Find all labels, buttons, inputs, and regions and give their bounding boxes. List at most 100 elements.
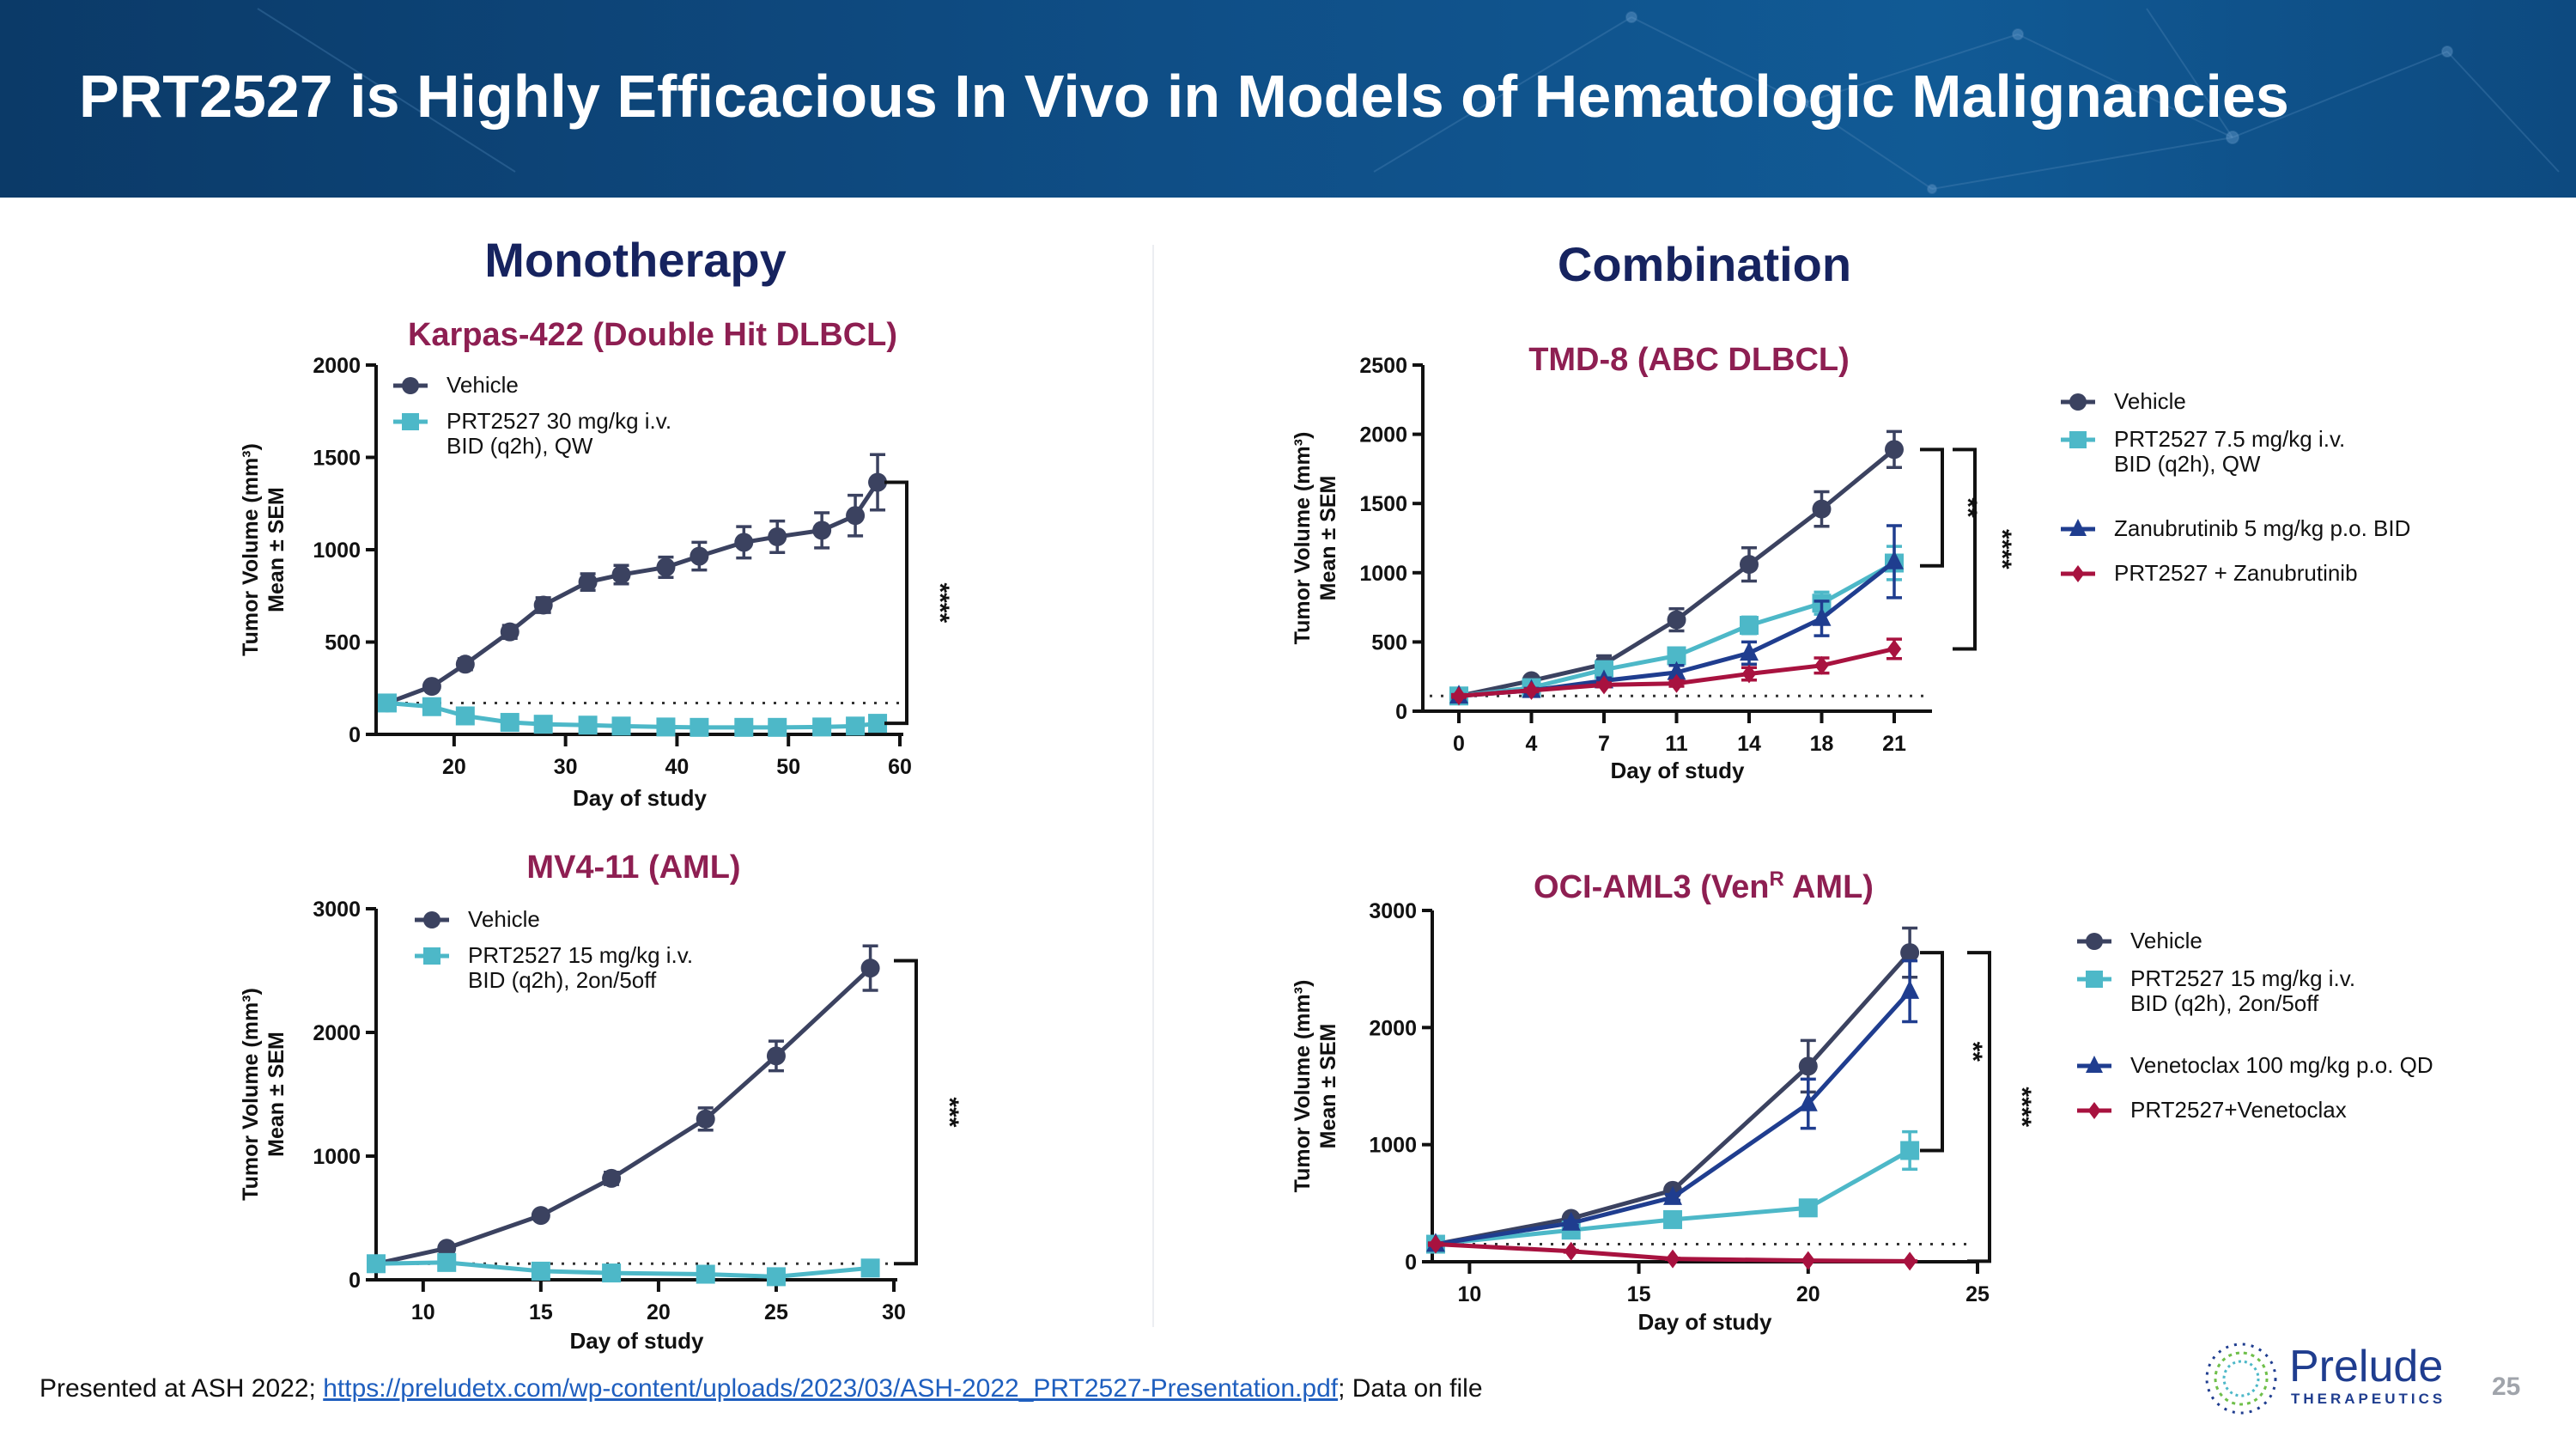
data-point <box>860 959 880 978</box>
data-point <box>1798 1056 1818 1076</box>
data-point <box>1885 440 1904 460</box>
legend-item: Zanubrutinib 5 mg/kg p.o. BID <box>2061 515 2410 541</box>
chart-title-end: AML) <box>1784 869 1874 905</box>
data-point <box>602 1263 622 1283</box>
data-point <box>1801 1251 1816 1270</box>
bracket-line <box>1920 951 1944 1153</box>
data-point <box>656 557 676 577</box>
section-heading-monotherapy: Monotherapy <box>484 233 787 287</box>
x-tick-label: 20 <box>1796 1282 1820 1306</box>
legend-item: Venetoclax 100 mg/kg p.o. QD <box>2077 1052 2433 1078</box>
significance-label: **** <box>1988 529 2016 569</box>
chart-3: OCI-AML3 (VenR AML) 0 1000 2000 3000 10 15 20 25… <box>1291 868 2433 1335</box>
legend-label: PRT2527+Venetoclax <box>2130 1097 2347 1123</box>
header-banner: PRT2527 is Highly Efficacious In Vivo in… <box>0 0 2576 198</box>
logo-name: Prelude <box>2289 1342 2444 1391</box>
legend-label: Vehicle <box>447 372 519 398</box>
data-point <box>768 527 787 546</box>
series-3 <box>1427 1234 1918 1271</box>
logo-mark-icon <box>2205 1342 2277 1415</box>
legend-item: Vehicle <box>2061 388 2186 414</box>
data-point <box>367 1254 386 1274</box>
y-axis-label: Tumor Volume (mm³) <box>1291 432 1315 645</box>
x-tick-label: 18 <box>1810 732 1834 756</box>
legend-label: Vehicle <box>2114 388 2186 414</box>
data-point <box>1812 606 1832 626</box>
legend-item: PRT2527 + Zanubrutinib <box>2061 560 2358 586</box>
legend-label: PRT2527 30 mg/kg i.v. <box>447 408 671 434</box>
legend-item: PRT2527 15 mg/kg i.v.BID (q2h), 2on/5off <box>2077 965 2355 1016</box>
data-point <box>846 506 866 526</box>
data-point <box>1740 555 1759 575</box>
data-point <box>611 565 631 585</box>
legend-marker-icon <box>2087 1102 2101 1119</box>
data-point <box>611 716 631 736</box>
chart-title: OCI-AML3 (VenR AML) <box>1534 868 1874 905</box>
series-1 <box>367 1252 880 1287</box>
y-tick-label: 500 <box>325 631 361 655</box>
data-point <box>812 717 832 737</box>
series-2 <box>1425 959 1920 1252</box>
data-point <box>422 697 441 716</box>
data-point <box>1900 979 1920 999</box>
data-point <box>1741 664 1757 684</box>
legend-label: BID (q2h), 2on/5off <box>2130 990 2319 1016</box>
data-point <box>1596 675 1612 695</box>
chart-0: Karpas-422 (Double Hit DLBCL) 0 500 1000 150… <box>239 317 954 811</box>
y-tick-label: 1000 <box>1359 562 1407 586</box>
y-tick-label: 1000 <box>313 539 361 563</box>
data-point <box>1902 1251 1917 1271</box>
legend-label: Zanubrutinib 5 mg/kg p.o. BID <box>2114 515 2410 541</box>
data-point <box>1812 499 1832 519</box>
x-tick-label: 10 <box>1457 1282 1481 1306</box>
prelude-logo: Prelude THERAPEUTICS <box>2198 1336 2456 1422</box>
legend-marker-icon <box>2086 933 2103 950</box>
legend-marker-icon <box>423 947 440 965</box>
data-point <box>1524 680 1539 700</box>
data-point <box>1428 1234 1443 1254</box>
footer-citation: Presented at ASH 2022; https://preludetx… <box>39 1374 1483 1403</box>
significance-bracket: **** <box>1953 447 2016 651</box>
data-point <box>437 1239 457 1258</box>
data-point <box>812 521 832 540</box>
chart-title: MV4-11 (AML) <box>526 849 740 886</box>
legend-label: Vehicle <box>468 906 540 932</box>
citation-link[interactable]: https://preludetx.com/wp-content/uploads… <box>323 1374 1339 1403</box>
x-tick-label: 20 <box>442 755 466 779</box>
y-tick-label: 2000 <box>313 1021 361 1045</box>
significance-bracket: *** <box>894 959 963 1266</box>
x-tick-label: 30 <box>554 755 578 779</box>
citation-prefix: Presented at ASH 2022; <box>39 1374 324 1403</box>
chart-title: Karpas-422 (Double Hit DLBCL) <box>408 317 897 353</box>
x-tick-label: 50 <box>776 755 800 779</box>
section-divider <box>1152 245 1154 1327</box>
legend-marker-icon <box>423 911 440 928</box>
data-point <box>734 533 754 552</box>
y-tick-label: 3000 <box>1369 899 1417 923</box>
legend-label: PRT2527 15 mg/kg i.v. <box>468 942 693 968</box>
data-point <box>734 717 754 737</box>
y-axis-label: Tumor Volume (mm³) <box>239 988 263 1201</box>
series-0 <box>377 453 888 713</box>
data-point <box>500 713 519 733</box>
legend-marker-icon <box>402 377 419 394</box>
legend-marker-icon <box>2069 431 2087 448</box>
legend-marker-icon <box>2086 971 2103 988</box>
legend-marker-icon <box>402 413 419 430</box>
data-point <box>768 717 787 737</box>
legend-marker-icon <box>2069 519 2087 536</box>
x-tick-label: 30 <box>882 1300 906 1324</box>
data-point <box>696 1264 715 1284</box>
data-point <box>437 1252 457 1272</box>
data-point <box>766 1046 786 1066</box>
data-point <box>1667 661 1686 680</box>
bracket-line <box>894 959 918 1266</box>
data-point <box>455 706 475 726</box>
series-3 <box>1451 637 1902 706</box>
data-point <box>1451 686 1467 706</box>
data-point <box>1740 642 1759 661</box>
data-point <box>578 572 598 592</box>
y-tick-label: 2000 <box>313 354 361 378</box>
x-tick-label: 20 <box>647 1300 671 1324</box>
data-point <box>868 472 888 492</box>
